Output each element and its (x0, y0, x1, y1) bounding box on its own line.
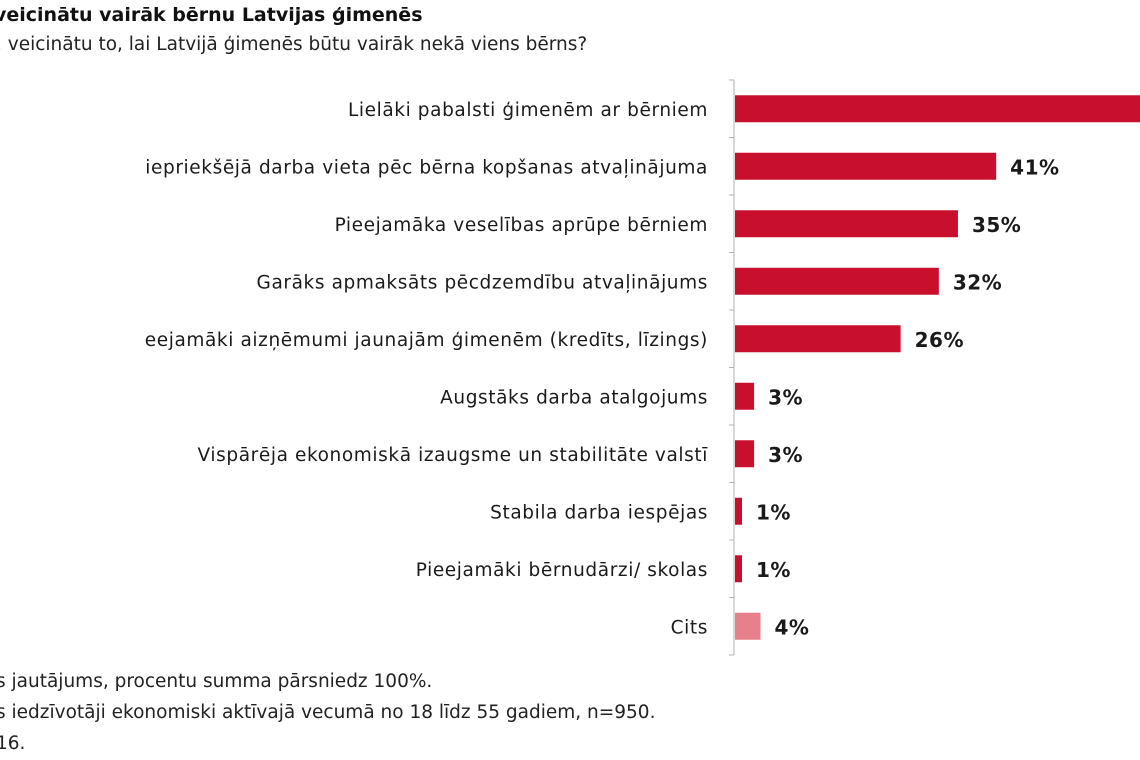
category-label: iepriekšējā darba vieta pēc bērna kopšan… (145, 157, 708, 178)
bar (735, 152, 997, 180)
category-labels: Lielāki pabalsti ģimenēm ar bērniem iepri… (145, 100, 709, 639)
data-label: 4% (774, 615, 809, 639)
value-labels: 41% 35% 32% 26% 3% 3% 1% 1% 4% (756, 155, 1059, 639)
data-label: 3% (768, 443, 803, 467)
bar (735, 382, 755, 410)
data-label: 41% (1010, 155, 1059, 179)
bars (735, 95, 1140, 640)
category-tick-marks (729, 79, 734, 656)
category-label: Stabila darba iespējas (490, 502, 708, 523)
bar-chart: Lielāki pabalsti ģimenēm ar bērniem iepri… (145, 79, 1140, 656)
data-label: 1% (756, 500, 791, 524)
chart-title: veicinātu vairāk bērnu Latvijas ģimenēs (0, 4, 423, 26)
bar (735, 440, 755, 468)
data-label: 26% (915, 328, 964, 352)
footnote-1: s jautājums, procentu summa pārsniedz 10… (0, 671, 433, 692)
category-label: Cits (671, 617, 708, 638)
bar (735, 210, 958, 238)
data-label: 32% (953, 270, 1002, 294)
data-label: 3% (768, 385, 803, 409)
bar (735, 95, 1140, 123)
category-label: eejamāki aizņēmumi jaunajām ģimenēm (kre… (145, 330, 708, 351)
category-label: Augstāks darba atalgojums (440, 387, 708, 408)
footnote-3: 16. (0, 733, 26, 754)
footnote-2: s iedzīvotāji ekonomiski aktīvajā vecumā… (0, 702, 656, 723)
chart-subtitle: , veicinātu to, lai Latvijā ģimenēs būtu… (0, 34, 588, 55)
category-label: Garāks apmaksāts pēcdzemdību atvaļinājum… (257, 272, 708, 293)
bar (735, 497, 742, 525)
data-label: 35% (972, 213, 1021, 237)
bar (735, 325, 901, 353)
bar (735, 612, 761, 640)
data-label: 1% (756, 558, 791, 582)
bar (735, 555, 742, 583)
category-label: Pieejamāki bērnudārzi/ skolas (416, 560, 708, 581)
category-label: Lielāki pabalsti ģimenēm ar bērniem (348, 100, 708, 121)
bar (735, 267, 939, 295)
category-label: Pieejamāka veselības aprūpe bērniem (335, 215, 708, 236)
category-label: Vispārēja ekonomiskā izaugsme un stabili… (198, 445, 709, 466)
